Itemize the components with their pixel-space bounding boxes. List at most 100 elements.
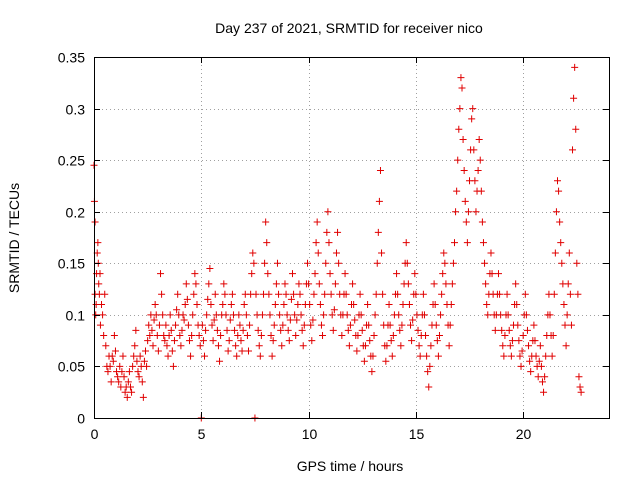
data-point	[558, 259, 566, 267]
data-point	[300, 321, 308, 329]
data-point	[275, 290, 283, 298]
data-point	[343, 311, 351, 319]
data-point	[538, 378, 546, 386]
data-point	[254, 326, 262, 334]
data-point	[474, 166, 482, 174]
data-point	[262, 218, 270, 226]
data-point	[286, 316, 294, 324]
data-point	[281, 280, 289, 288]
data-point	[468, 115, 476, 123]
data-point	[434, 352, 442, 360]
data-point	[335, 259, 343, 267]
data-point	[174, 290, 182, 298]
data-point	[494, 270, 502, 278]
data-point	[537, 362, 545, 370]
data-point	[353, 347, 361, 355]
data-point	[205, 280, 213, 288]
data-point	[266, 311, 274, 319]
data-point	[461, 197, 469, 205]
data-point	[314, 249, 322, 257]
data-point	[315, 280, 323, 288]
data-point	[312, 239, 320, 247]
data-point	[307, 321, 315, 329]
data-point	[356, 290, 364, 298]
data-point	[168, 347, 176, 355]
data-point	[211, 290, 219, 298]
data-point	[364, 301, 372, 309]
data-point	[477, 187, 485, 195]
data-points	[90, 63, 585, 422]
data-point	[309, 316, 317, 324]
data-point	[546, 311, 554, 319]
data-point	[484, 311, 492, 319]
data-point	[170, 337, 178, 345]
data-point	[386, 321, 394, 329]
data-point	[264, 270, 272, 278]
data-point	[222, 311, 230, 319]
data-point	[130, 352, 138, 360]
data-point	[179, 311, 187, 319]
data-point	[206, 264, 214, 272]
data-point	[368, 368, 376, 376]
data-point	[457, 74, 465, 82]
data-point	[321, 290, 329, 298]
data-point	[407, 321, 415, 329]
data-point	[282, 290, 290, 298]
data-point	[441, 259, 449, 267]
data-point	[152, 311, 160, 319]
data-point	[293, 316, 301, 324]
data-point	[551, 249, 559, 257]
data-point	[187, 352, 195, 360]
data-point	[574, 290, 582, 298]
data-point	[531, 337, 539, 345]
data-point	[344, 326, 352, 334]
data-point	[235, 311, 243, 319]
data-point	[94, 239, 102, 247]
data-point	[555, 187, 563, 195]
data-point	[150, 316, 158, 324]
data-point	[458, 84, 466, 92]
data-point	[463, 239, 471, 247]
x-tick-label: 20	[516, 426, 532, 442]
data-point	[128, 388, 136, 396]
data-point	[263, 239, 271, 247]
data-point	[433, 337, 441, 345]
data-point	[287, 295, 295, 303]
data-point	[258, 311, 266, 319]
data-point	[500, 352, 508, 360]
data-point	[134, 368, 142, 376]
data-point	[220, 280, 228, 288]
data-point	[142, 347, 149, 355]
data-point	[405, 301, 413, 309]
data-point	[422, 331, 430, 339]
data-point	[548, 352, 556, 360]
data-point	[488, 270, 496, 278]
y-axis-ticks: 0 0.05 0.1 0.15 0.2 0.25 0.3 0.35	[58, 50, 609, 427]
data-point	[96, 270, 104, 278]
data-point	[329, 326, 337, 334]
data-point	[196, 342, 204, 350]
data-point	[453, 187, 461, 195]
data-point	[478, 218, 486, 226]
data-point	[454, 156, 462, 164]
data-point	[369, 352, 377, 360]
data-point	[346, 321, 354, 329]
data-point	[357, 311, 365, 319]
data-point	[516, 352, 524, 360]
data-point	[248, 270, 256, 278]
data-point	[285, 337, 293, 345]
data-point	[238, 347, 246, 355]
data-point	[213, 326, 221, 334]
data-point	[288, 270, 296, 278]
data-point	[395, 311, 403, 319]
data-point	[192, 280, 200, 288]
data-point	[278, 342, 286, 350]
data-point	[143, 362, 151, 370]
data-point	[403, 259, 411, 267]
data-point	[351, 316, 359, 324]
data-point	[462, 218, 470, 226]
data-point	[373, 259, 381, 267]
data-point	[469, 105, 477, 113]
data-point	[397, 342, 405, 350]
data-point	[402, 239, 410, 247]
